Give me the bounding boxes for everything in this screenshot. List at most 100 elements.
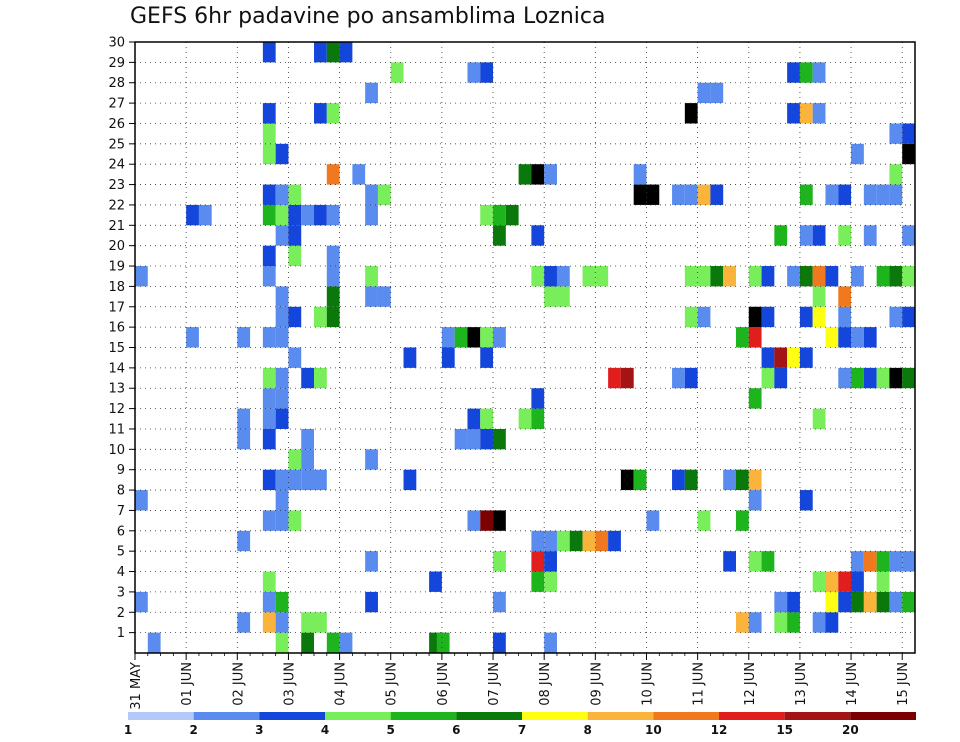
heatmap-cell xyxy=(275,286,289,307)
heatmap-cell xyxy=(262,103,276,124)
heatmap-cell xyxy=(275,510,289,531)
heatmap-cell xyxy=(620,469,634,491)
heatmap-cell xyxy=(301,428,315,450)
y-tick-label: 24 xyxy=(108,158,125,173)
heatmap-cell xyxy=(761,266,775,287)
heatmap-cell xyxy=(697,184,711,205)
x-axis-ticks: 31 MAY 01 JUN 02 JUN 03 JUN 04 JUN 05 JUN 06 J… xyxy=(129,653,911,710)
heatmap-cell xyxy=(799,184,813,205)
heatmap-cell xyxy=(761,551,775,572)
heatmap-cell xyxy=(493,225,506,246)
heatmap-cell xyxy=(531,530,545,552)
heatmap-cell xyxy=(684,367,698,389)
heatmap-cell xyxy=(339,632,353,653)
heatmap-cell xyxy=(799,347,813,368)
heatmap-cell xyxy=(314,367,327,389)
heatmap-cell xyxy=(672,469,685,491)
heatmap-cell xyxy=(493,551,506,572)
x-tick-label: 31 MAY xyxy=(129,662,144,710)
heatmap-cell xyxy=(812,103,826,124)
heatmap-cell xyxy=(518,408,532,429)
heatmap-cell xyxy=(314,204,327,226)
heatmap-cell xyxy=(902,225,915,246)
heatmap-cell xyxy=(646,510,660,531)
heatmap-cell xyxy=(582,266,596,287)
heatmap-cell xyxy=(889,591,903,613)
heatmap-cell xyxy=(326,266,340,287)
heatmap-cell xyxy=(301,612,315,633)
heatmap-cell xyxy=(787,612,800,633)
heatmap-cell xyxy=(493,510,506,531)
heatmap-cell xyxy=(441,327,455,348)
heatmap-cell xyxy=(262,184,276,205)
heatmap-cell xyxy=(787,103,800,124)
heatmap-cell xyxy=(262,367,276,389)
y-tick-label: 10 xyxy=(108,443,125,458)
heatmap-cell xyxy=(633,184,647,205)
heatmap-cell xyxy=(275,388,289,409)
heatmap-cell xyxy=(633,164,647,185)
heatmap-cell xyxy=(620,367,634,389)
heatmap-cell xyxy=(480,428,494,450)
heatmap-cell xyxy=(288,245,302,267)
x-tick-label: 10 JUN xyxy=(640,662,655,706)
legend-swatch xyxy=(850,712,916,720)
heatmap-cell xyxy=(863,327,877,348)
heatmap-cell xyxy=(863,225,877,246)
y-tick-label: 23 xyxy=(108,178,125,193)
heatmap-cell xyxy=(902,367,915,389)
heatmap-cell xyxy=(518,164,532,185)
heatmap-cell xyxy=(902,143,915,165)
heatmap-cell xyxy=(851,327,864,348)
heatmap-cell xyxy=(493,632,506,653)
heatmap-cell xyxy=(377,286,391,307)
heatmap-cell xyxy=(710,82,724,104)
heatmap-cell xyxy=(684,469,698,491)
heatmap-cell xyxy=(147,632,161,653)
heatmap-cell xyxy=(876,266,890,287)
heatmap-cell xyxy=(237,530,251,552)
y-tick-label: 9 xyxy=(117,463,125,478)
heatmap-cell xyxy=(735,612,749,633)
heatmap-cell xyxy=(556,530,570,552)
legend-swatch xyxy=(128,712,194,720)
y-tick-label: 26 xyxy=(108,117,125,132)
heatmap-cell xyxy=(275,143,289,165)
y-tick-label: 5 xyxy=(117,545,125,560)
heatmap-cell xyxy=(314,103,327,124)
heatmap-cell xyxy=(275,490,289,511)
heatmap-cells xyxy=(135,42,915,653)
heatmap-cell xyxy=(365,551,378,572)
heatmap-cell xyxy=(262,571,276,592)
heatmap-cell xyxy=(876,551,890,572)
heatmap-cell xyxy=(812,225,826,246)
heatmap-cell xyxy=(237,327,251,348)
heatmap-cell xyxy=(825,184,839,205)
heatmap-cell xyxy=(889,551,903,572)
y-tick-label: 22 xyxy=(108,198,125,213)
heatmap-cell xyxy=(314,612,327,633)
heatmap-cell xyxy=(889,184,903,205)
heatmap-cell xyxy=(697,510,711,531)
heatmap-cell xyxy=(748,306,762,328)
heatmap-cell xyxy=(902,306,915,328)
heatmap-cell xyxy=(556,286,570,307)
heatmap-cell xyxy=(838,367,852,389)
heatmap-cell xyxy=(889,164,903,185)
legend-swatch xyxy=(587,712,654,720)
y-tick-label: 30 xyxy=(108,36,125,51)
heatmap-cell xyxy=(531,388,545,409)
heatmap-cell xyxy=(799,225,813,246)
x-tick-label: 11 JUN xyxy=(692,662,707,706)
heatmap-cell xyxy=(902,551,915,572)
heatmap-cell xyxy=(838,225,852,246)
heatmap-cell xyxy=(493,327,506,348)
legend-label: 4 xyxy=(321,723,329,737)
legend-swatch xyxy=(259,712,325,720)
legend-label: 5 xyxy=(386,723,394,737)
heatmap-cell xyxy=(390,62,404,83)
heatmap-cell xyxy=(825,612,839,633)
y-tick-label: 19 xyxy=(108,260,125,275)
heatmap-cell xyxy=(812,306,826,328)
y-tick-label: 8 xyxy=(117,484,125,499)
